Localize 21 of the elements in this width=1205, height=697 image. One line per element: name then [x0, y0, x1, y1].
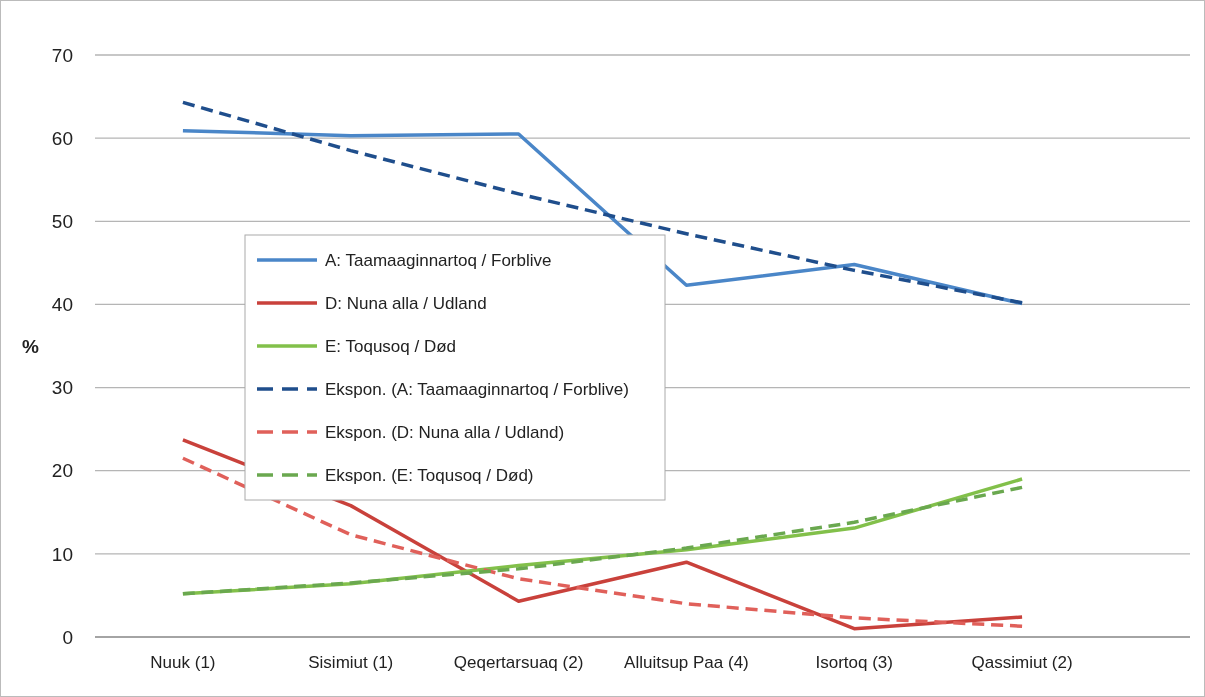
x-tick-label: Qeqertarsuaq (2)	[453, 653, 584, 672]
y-tick-label: 0	[62, 626, 73, 648]
y-axis-title: %	[22, 335, 39, 357]
y-tick-label: 50	[51, 210, 73, 232]
y-tick-label: 70	[51, 44, 73, 66]
y-tick-label: 30	[51, 377, 73, 399]
y-tick-label: 40	[51, 294, 73, 316]
x-tick-label: Alluitsup Paa (4)	[624, 653, 749, 672]
legend-label: E: Toqusoq / Død	[325, 336, 457, 356]
legend-label: Ekspon. (E: Toqusoq / Død)	[325, 465, 534, 485]
legend-label: Ekspon. (D: Nuna alla / Udland)	[325, 422, 565, 442]
x-tick-label: Sisimiut (1)	[308, 653, 394, 672]
legend-label: D: Nuna alla / Udland	[325, 293, 487, 313]
legend-label: Ekspon. (A: Taamaaginnartoq / Forblive)	[325, 379, 629, 399]
y-tick-label: 20	[51, 460, 73, 482]
x-tick-label: Isortoq (3)	[815, 653, 893, 672]
y-tick-label: 60	[51, 127, 73, 149]
y-tick-label: 10	[51, 543, 73, 565]
x-tick-label: Qassimiut (2)	[971, 653, 1073, 672]
legend-label: A: Taamaaginnartoq / Forblive	[325, 250, 552, 270]
x-tick-label: Nuuk (1)	[150, 653, 216, 672]
